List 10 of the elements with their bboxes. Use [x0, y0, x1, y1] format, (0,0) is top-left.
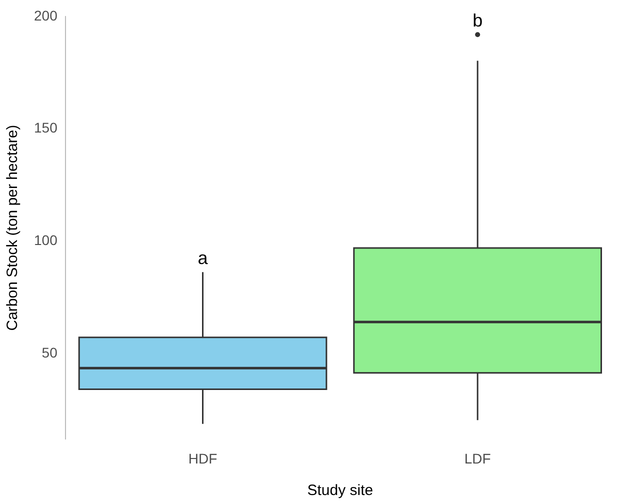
x-tick-label: HDF [188, 450, 218, 466]
annotation: b [472, 10, 483, 31]
y-tick-label: 50 [42, 344, 58, 361]
annotation: a [198, 248, 209, 268]
x-tick-label: LDF [464, 450, 491, 466]
y-tick-label: 200 [34, 7, 58, 24]
y-axis-title: Carbon Stock (ton per hectare) [4, 124, 22, 331]
x-axis-title: Study site [307, 482, 374, 500]
y-tick-label: 150 [34, 120, 58, 136]
y-tick-label: 100 [34, 232, 58, 248]
